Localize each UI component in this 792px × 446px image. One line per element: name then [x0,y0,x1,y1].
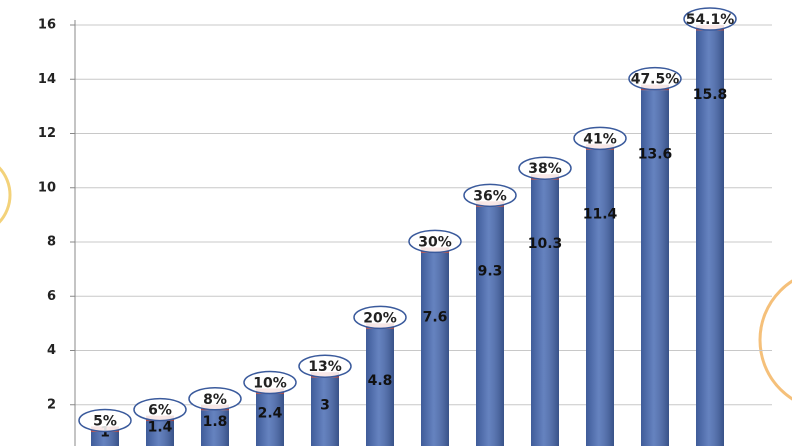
annotation-ellipse [353,305,407,330]
data-label: 3 [320,398,330,414]
bar-shade [586,149,614,446]
y-tick-label: 6 [47,289,56,304]
bar-shade [366,328,394,446]
bar-shade [311,377,339,446]
bar-shade [641,90,669,446]
y-tick-label: 8 [47,235,56,250]
data-label: 1.4 [148,419,173,435]
annotation: 47.5% [631,72,680,88]
annotation-ellipse [463,183,517,208]
annotation: 41% [583,131,617,147]
annotation: 10% [253,375,287,391]
annotation-ellipse [298,354,352,378]
annotation: 8% [203,392,227,408]
bar-shade [256,393,284,446]
annotation: 6% [148,403,172,419]
bar-shade [91,431,119,446]
annotation: 20% [363,310,397,326]
data-label: 13.6 [638,147,673,163]
annotation: 36% [473,188,507,204]
bar-shade [476,206,504,446]
annotation-ellipse [78,408,132,433]
y-tick-label: 14 [38,72,56,87]
data-label: 10.3 [528,236,563,252]
annotation-ellipse [518,156,572,180]
data-label: 7.6 [423,309,448,325]
bar-shade [201,410,229,446]
data-label: 1.8 [203,414,228,430]
plot-area: 2 4 6 8 10 12 14 16 15% 1.46% 1.8 8% 2.4 10% 3 13% 4.8 20… [38,7,772,446]
data-label: 15.8 [693,87,728,103]
annotation-ellipse [573,126,627,151]
decoration [0,166,12,224]
annotation: 13% [308,359,342,375]
data-label: 4.8 [368,373,393,389]
annotation: 38% [528,161,562,177]
annotation-ellipse [683,7,737,31]
y-tick-label: 12 [38,126,56,141]
annotation-ellipse [628,66,682,91]
annotation: 5% [93,413,117,429]
data-label: 2.4 [258,406,283,422]
annotation-ellipse [408,229,462,254]
data-label: 9.3 [478,263,503,279]
annotation-ellipse [133,397,187,422]
data-label: 1 [100,425,110,441]
bar-shade [531,179,559,446]
annotation: 54.1% [686,12,735,28]
y-tick-label: 2 [47,397,56,412]
annotation-ellipse [243,370,297,395]
data-label: 11.4 [583,206,618,222]
decoration [758,279,792,401]
bar-shade [421,252,449,446]
y-tick-label: 16 [38,18,56,33]
y-tick-label: 10 [38,180,56,195]
bar-shade [146,421,174,446]
y-tick-label: 4 [47,343,56,358]
annotation: 30% [418,234,452,250]
bar-shade [696,30,724,446]
annotation-ellipse [188,387,242,411]
